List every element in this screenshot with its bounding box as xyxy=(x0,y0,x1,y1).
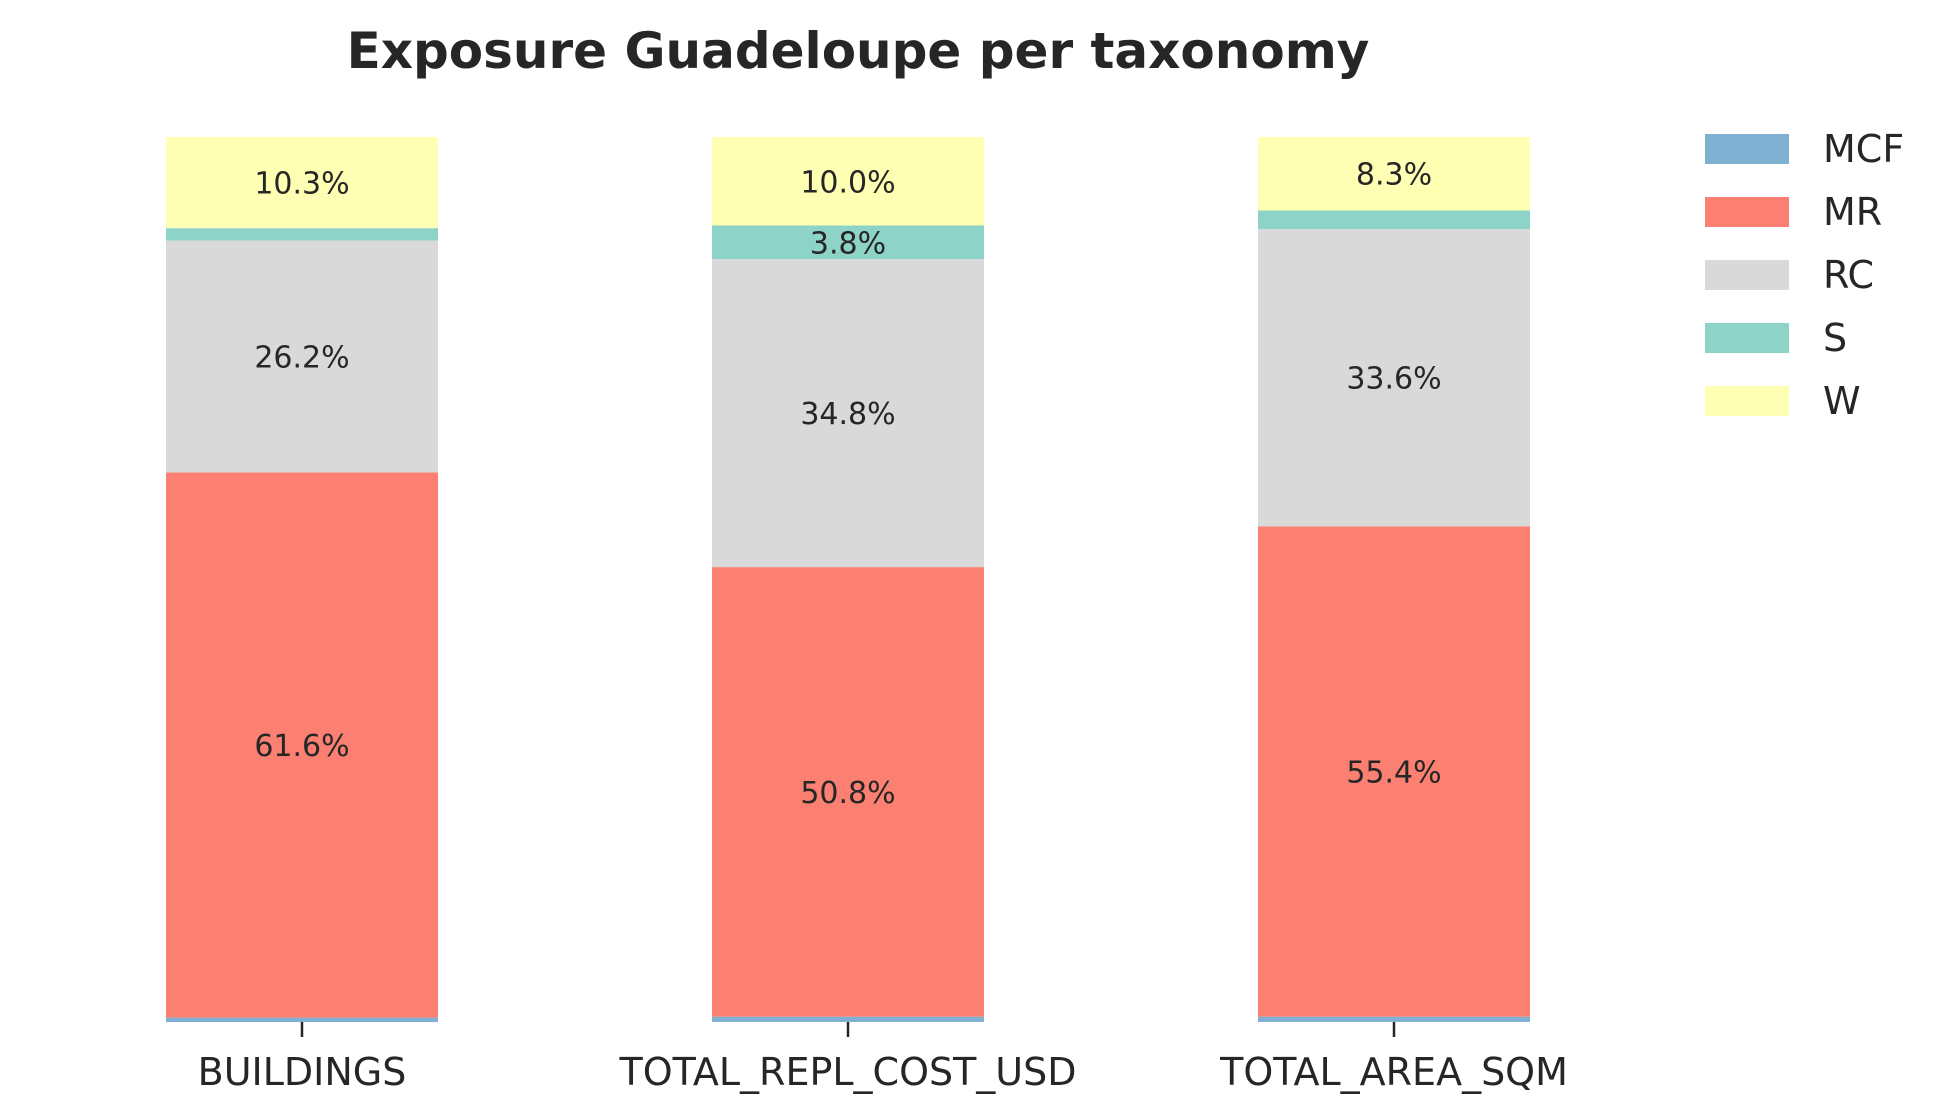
legend-label-mr: MR xyxy=(1823,190,1882,234)
data-label: 3.8% xyxy=(810,226,886,261)
legend-label-mcf: MCF xyxy=(1823,127,1904,171)
legend-swatch-rc xyxy=(1705,260,1789,290)
bar-segment-mcf-total_area_sqm xyxy=(1258,1016,1530,1022)
data-label: 61.6% xyxy=(254,729,349,764)
bar-segment-mr-total_area_sqm xyxy=(1258,526,1530,1017)
bar-segment-s-total_area_sqm xyxy=(1258,210,1530,230)
bar-segment-w-total_repl_cost_usd xyxy=(712,137,984,226)
legend-label-s: S xyxy=(1823,316,1847,360)
x-tick-label: TOTAL_REPL_COST_USD xyxy=(618,1050,1076,1094)
bar-segment-mr-total_repl_cost_usd xyxy=(712,567,984,1017)
data-label: 34.8% xyxy=(800,397,895,432)
data-label: 33.6% xyxy=(1346,362,1441,397)
legend-swatch-w xyxy=(1705,386,1789,416)
data-label: 10.0% xyxy=(800,165,895,200)
data-label: 26.2% xyxy=(254,340,349,375)
bar-segment-mr-buildings xyxy=(166,472,438,1018)
bar-segment-mcf-buildings xyxy=(166,1017,438,1022)
data-label: 55.4% xyxy=(1346,756,1441,791)
legend-swatch-s xyxy=(1705,323,1789,353)
data-label: 8.3% xyxy=(1356,158,1432,193)
x-tick-label: TOTAL_AREA_SQM xyxy=(1219,1050,1568,1094)
bar-segment-mcf-total_repl_cost_usd xyxy=(712,1016,984,1022)
bar-segment-w-total_area_sqm xyxy=(1258,137,1530,211)
data-label: 10.3% xyxy=(254,167,349,202)
x-tick-label: BUILDINGS xyxy=(198,1050,407,1094)
bar-segment-s-total_repl_cost_usd xyxy=(712,225,984,260)
legend-swatch-mr xyxy=(1705,197,1789,227)
legend-swatch-mcf xyxy=(1705,134,1789,164)
bar-segment-rc-total_area_sqm xyxy=(1258,229,1530,527)
bar-segment-rc-buildings xyxy=(166,240,438,473)
legend-label-w: W xyxy=(1823,379,1861,423)
legend: MCF MR RC SW xyxy=(1705,127,1904,423)
data-label: 50.8% xyxy=(800,776,895,811)
bar-segment-s-buildings xyxy=(166,228,438,241)
legend-label-rc: RC xyxy=(1823,253,1874,297)
chart-title: Exposure Guadeloupe per taxonomy xyxy=(347,22,1370,80)
bar-segment-w-buildings xyxy=(166,137,438,229)
bars-group: 61.6% 26.2% 10.3% 50.8% 34.8% 3.8% 10.0% 55.4% 3… xyxy=(166,137,1530,1022)
x-axis: BUILDINGS TOTAL_REPL_COST_USD TOTAL_AREA_S… xyxy=(198,1022,1568,1094)
bar-segment-rc-total_repl_cost_usd xyxy=(712,259,984,568)
